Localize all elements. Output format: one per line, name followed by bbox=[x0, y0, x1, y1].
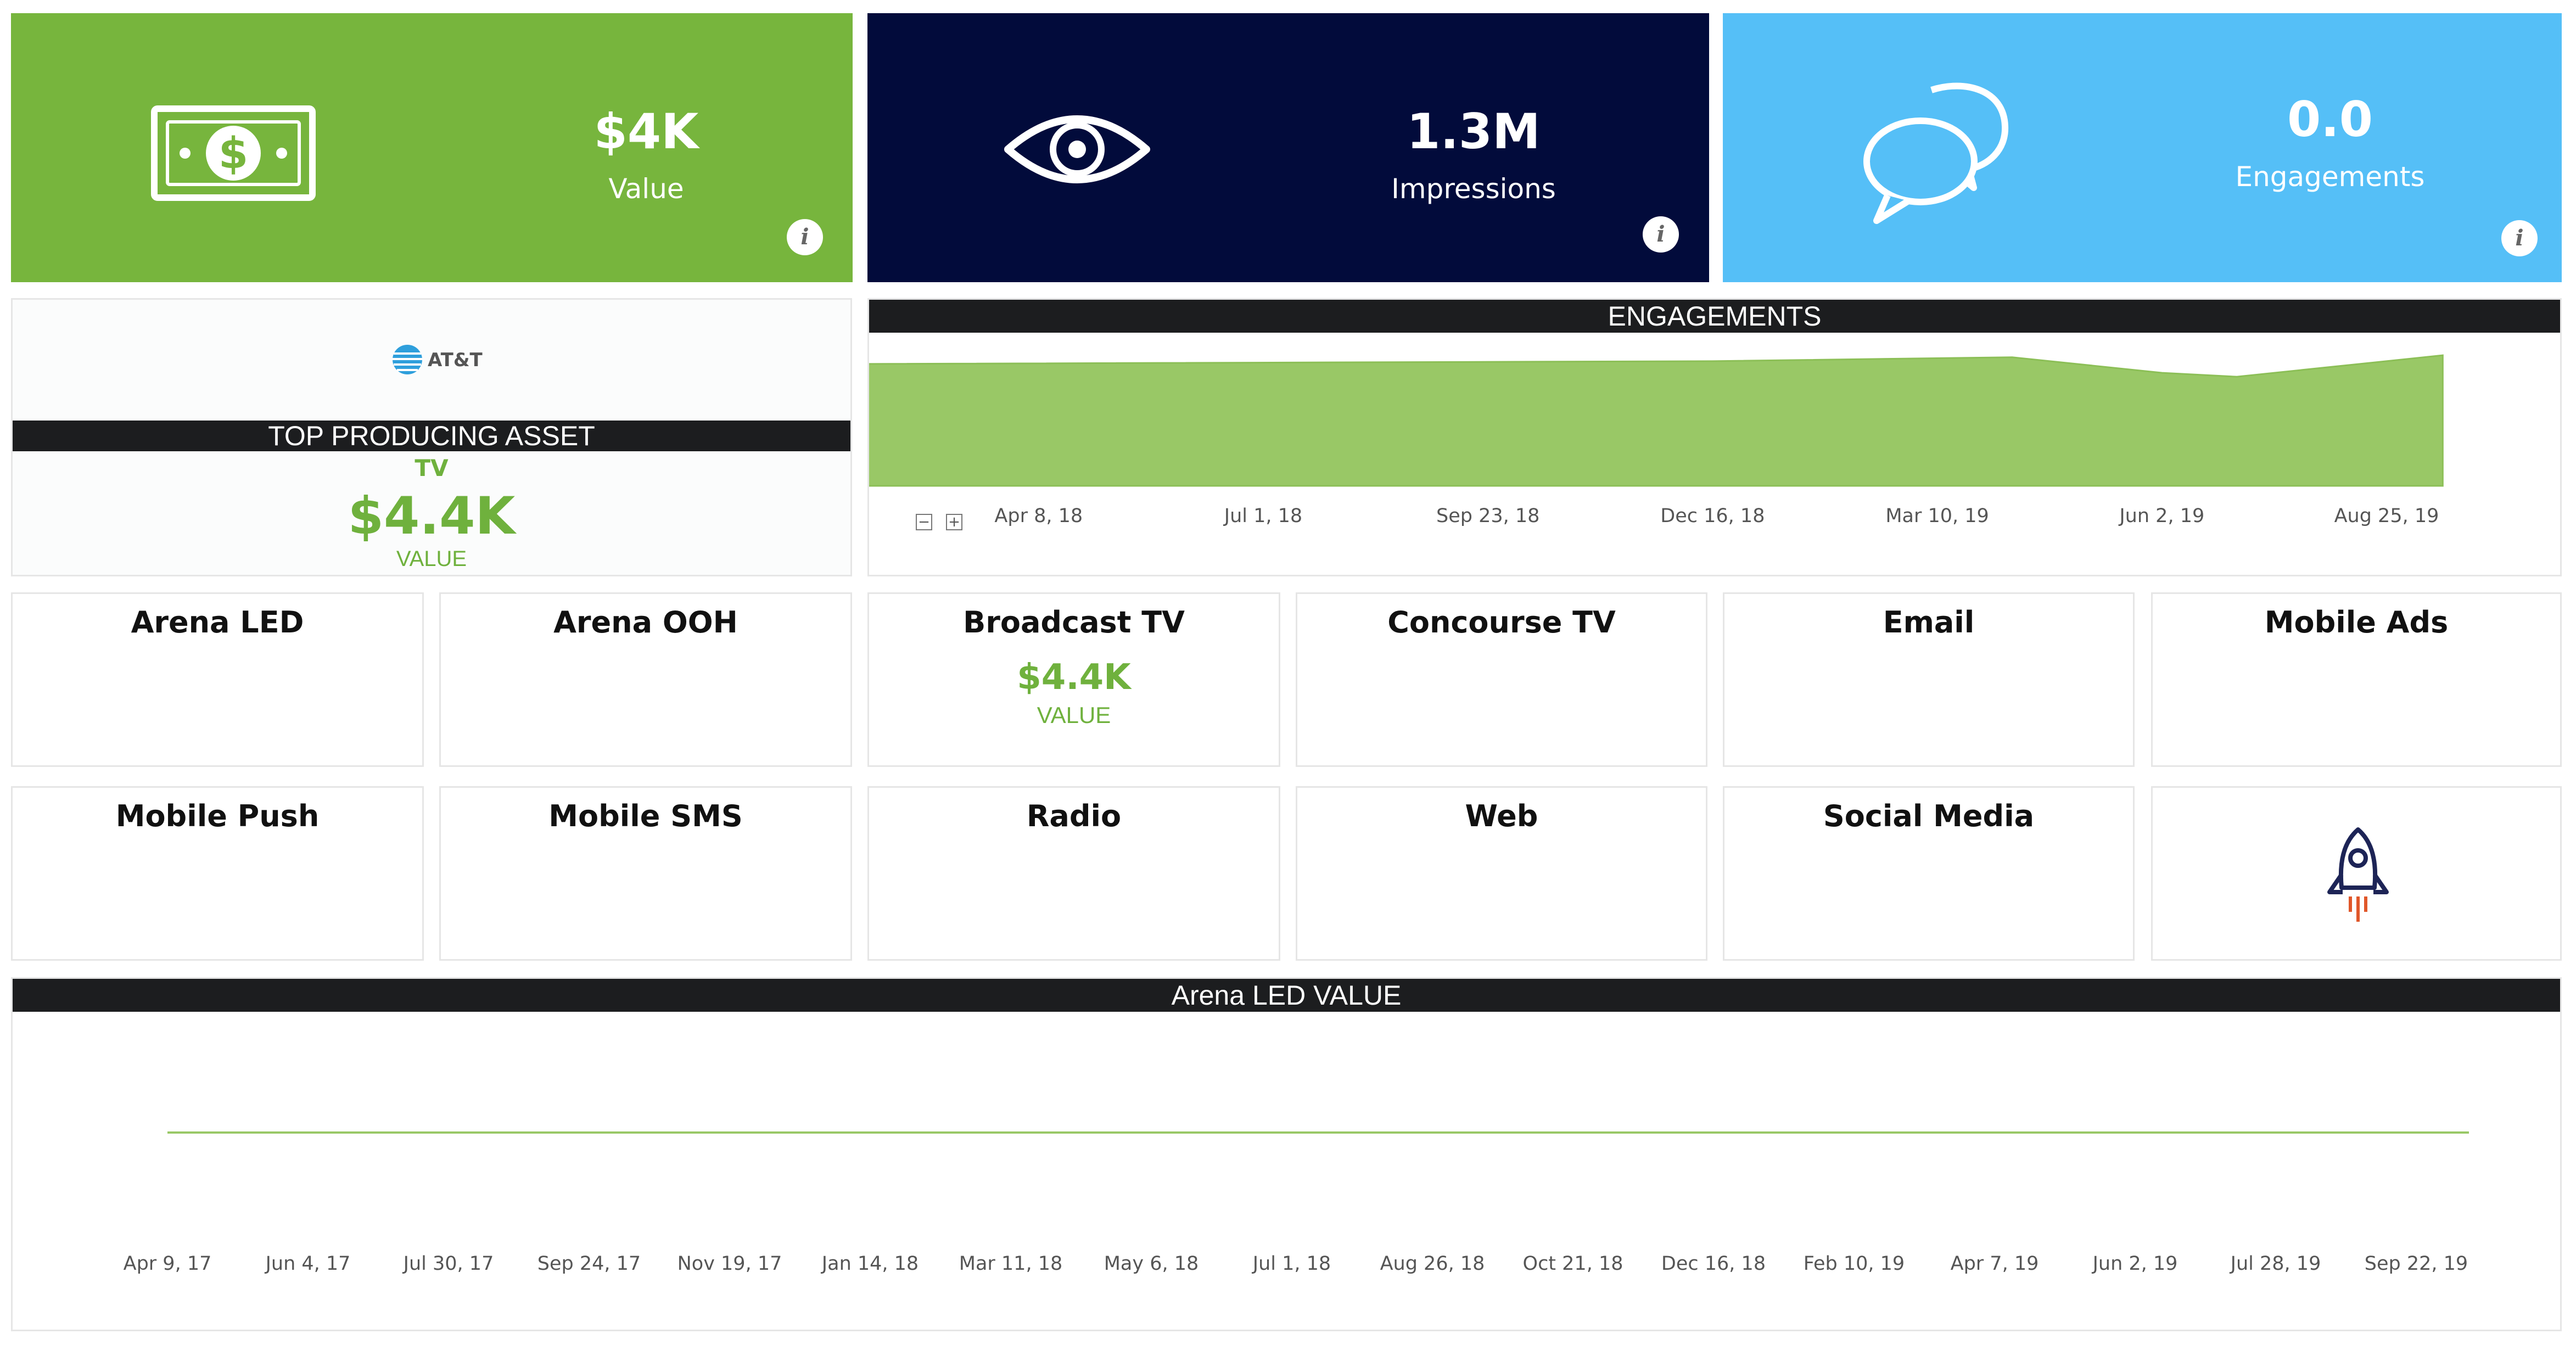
arena-led-x-tick-label: Feb 10, 19 bbox=[1804, 1253, 1905, 1275]
zoom-in-button[interactable]: + bbox=[946, 514, 962, 530]
arena-led-x-tick-label: Jan 14, 18 bbox=[821, 1253, 919, 1275]
asset-tile-title: Web bbox=[1465, 799, 1538, 833]
zoom-out-button[interactable]: − bbox=[916, 514, 932, 530]
asset-tile-radio[interactable]: Radio bbox=[867, 786, 1280, 961]
asset-tile-social-media[interactable]: Social Media bbox=[1723, 786, 2135, 961]
asset-tile-title: Broadcast TV bbox=[963, 605, 1185, 640]
asset-tile-title: Email bbox=[1883, 605, 1975, 640]
impressions-kpi-card: 1.3M Impressions i bbox=[867, 13, 1709, 282]
asset-tile-title: Arena LED bbox=[131, 605, 304, 640]
top-asset-name: TV bbox=[415, 455, 449, 481]
asset-tile-arena-led[interactable]: Arena LED bbox=[11, 592, 424, 767]
arena-led-x-tick-label: Sep 22, 19 bbox=[2365, 1253, 2468, 1275]
engagements-x-tick-label: Jun 2, 19 bbox=[2118, 505, 2204, 527]
arena-led-line-chart: Apr 9, 17 Jun 4, 17 Jul 30, 17 Sep 24, 17 No… bbox=[124, 1131, 2469, 1275]
impressions-info-button[interactable]: i bbox=[1643, 216, 1679, 253]
asset-tile-mobile-sms[interactable]: Mobile SMS bbox=[439, 786, 852, 961]
engagements-x-tick-label: Sep 23, 18 bbox=[1436, 505, 1539, 527]
rocket-icon bbox=[2327, 827, 2389, 922]
asset-tile-mobile-ads[interactable]: Mobile Ads bbox=[2151, 592, 2562, 767]
asset-tile-broadcast-tv[interactable]: Broadcast TV $4.4K VALUE bbox=[867, 592, 1280, 767]
chat-bubbles-icon bbox=[1863, 82, 2009, 224]
asset-tile-value: $4.4K bbox=[1017, 657, 1131, 698]
arena-led-x-tick-label: Dec 16, 18 bbox=[1661, 1253, 1766, 1275]
asset-tile-title: Concourse TV bbox=[1387, 605, 1616, 640]
engagements-info-button[interactable]: i bbox=[2501, 220, 2538, 256]
value-amount: $4K bbox=[593, 103, 699, 160]
asset-tile-title: Mobile SMS bbox=[548, 799, 743, 833]
launch-tile[interactable] bbox=[2151, 786, 2562, 961]
arena-led-x-tick-label: Sep 24, 17 bbox=[537, 1253, 641, 1275]
engagements-x-tick-label: Dec 16, 18 bbox=[1660, 505, 1765, 527]
arena-led-x-tick-label: Aug 26, 18 bbox=[1380, 1253, 1485, 1275]
asset-tile-title: Radio bbox=[1026, 799, 1122, 833]
arena-led-x-tick-label: Jun 4, 17 bbox=[265, 1253, 351, 1275]
impressions-label: Impressions bbox=[1391, 173, 1556, 205]
arena-led-x-tick-label: Jul 1, 18 bbox=[1252, 1253, 1331, 1275]
value-kpi-card: $ $4K Value i bbox=[11, 13, 853, 282]
eye-icon bbox=[1004, 115, 1150, 183]
sponsor-logo-text: AT&T bbox=[428, 349, 483, 371]
engagements-x-tick-label: Mar 10, 19 bbox=[1885, 505, 1989, 527]
impressions-amount: 1.3M bbox=[1407, 103, 1541, 160]
engagements-area-series bbox=[869, 354, 2444, 487]
arena-led-chart-title: Arena LED VALUE bbox=[13, 979, 2560, 1012]
engagements-amount: 0.0 bbox=[2287, 91, 2373, 148]
asset-tile-title: Mobile Push bbox=[115, 799, 320, 833]
sponsor-logo: AT&T bbox=[391, 344, 485, 377]
engagements-x-tick-label: Aug 25, 19 bbox=[2334, 505, 2439, 527]
svg-text:$: $ bbox=[219, 129, 248, 178]
top-asset-value-label: VALUE bbox=[396, 547, 467, 571]
arena-led-chart-panel: Arena LED VALUE Apr 9, 17 Jun 4, 17 Jul 30… bbox=[11, 977, 2562, 1331]
asset-tile-title: Arena OOH bbox=[553, 605, 738, 640]
asset-tile-value-label: VALUE bbox=[1037, 702, 1111, 728]
value-label: Value bbox=[608, 173, 684, 205]
arena-led-x-tick-label: Jun 2, 19 bbox=[2092, 1253, 2178, 1275]
arena-led-x-tick-label: Jul 28, 19 bbox=[2230, 1253, 2321, 1275]
engagements-x-tick-label: Jul 1, 18 bbox=[1223, 505, 1302, 527]
dollar-bill-icon: $ bbox=[151, 105, 316, 201]
engagements-kpi-card: 0.0 Engagements i bbox=[1723, 13, 2562, 282]
asset-tile-web[interactable]: Web bbox=[1296, 786, 1707, 961]
asset-tile-concourse-tv[interactable]: Concourse TV bbox=[1296, 592, 1707, 767]
asset-tile-mobile-push[interactable]: Mobile Push bbox=[11, 786, 424, 961]
arena-led-x-tick-label: Apr 9, 17 bbox=[124, 1253, 212, 1275]
asset-tile-email[interactable]: Email bbox=[1723, 592, 2135, 767]
engagements-x-tick-label: Apr 8, 18 bbox=[994, 505, 1083, 527]
asset-tile-title: Mobile Ads bbox=[2264, 605, 2449, 640]
engagements-chart-title: ENGAGEMENTS bbox=[869, 300, 2560, 333]
asset-tile-arena-ooh[interactable]: Arena OOH bbox=[439, 592, 852, 767]
att-globe-icon bbox=[393, 345, 422, 374]
top-asset-panel: AT&T TOP PRODUCING ASSET TV $4.4K VALUE bbox=[11, 298, 852, 576]
arena-led-x-tick-label: Nov 19, 17 bbox=[677, 1253, 782, 1275]
arena-led-x-tick-label: Apr 7, 19 bbox=[1951, 1253, 2039, 1275]
arena-led-x-tick-label: May 6, 18 bbox=[1104, 1253, 1199, 1275]
arena-led-x-tick-label: Mar 11, 18 bbox=[959, 1253, 1062, 1275]
top-asset-title-bar: TOP PRODUCING ASSET bbox=[13, 421, 850, 451]
arena-led-x-tick-label: Jul 30, 17 bbox=[402, 1253, 494, 1275]
top-asset-value: $4.4K bbox=[348, 486, 516, 546]
asset-tile-title: Social Media bbox=[1823, 799, 2035, 833]
value-info-button[interactable]: i bbox=[787, 219, 823, 255]
arena-led-x-tick-label: Oct 21, 18 bbox=[1523, 1253, 1623, 1275]
engagements-label: Engagements bbox=[2235, 161, 2425, 193]
